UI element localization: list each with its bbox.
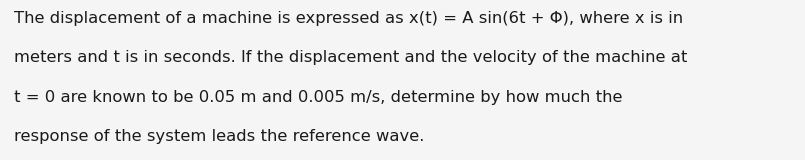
Text: t = 0 are known to be 0.05 m and 0.005 m/s, determine by how much the: t = 0 are known to be 0.05 m and 0.005 m… [14,90,623,105]
Text: meters and t is in seconds. If the displacement and the velocity of the machine : meters and t is in seconds. If the displ… [14,50,687,65]
Text: response of the system leads the reference wave.: response of the system leads the referen… [14,129,425,144]
Text: The displacement of a machine is expressed as x(t) = A sin(6t + Φ), where x is i: The displacement of a machine is express… [14,11,683,26]
